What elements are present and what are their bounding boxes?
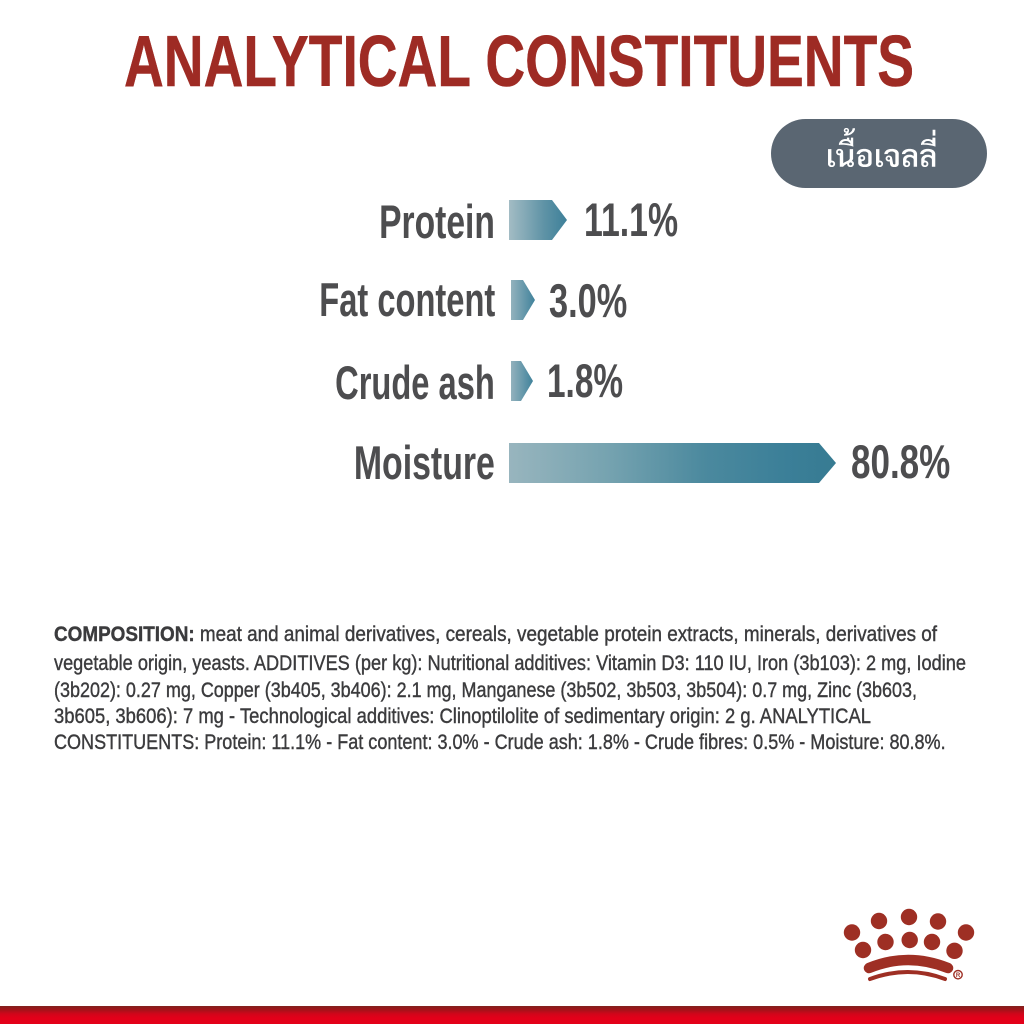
svg-text:R: R: [956, 973, 961, 979]
